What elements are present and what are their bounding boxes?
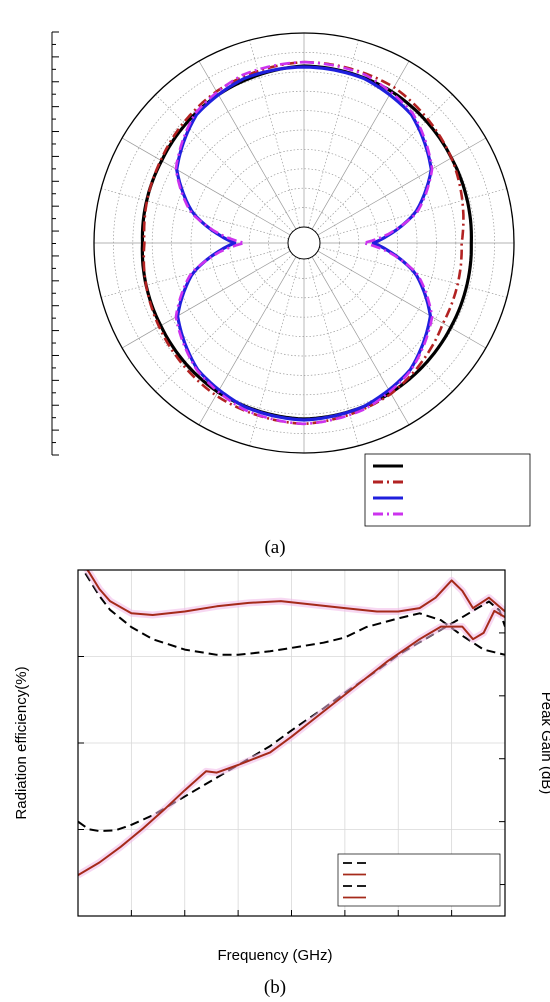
polar-spoke — [198, 60, 297, 230]
polar-series-line-3 — [174, 60, 434, 426]
series-line-1 — [86, 570, 505, 616]
polar-spoke — [317, 250, 487, 349]
polar-spoke — [101, 246, 289, 298]
polar-legend — [364, 453, 531, 527]
line-chart — [77, 569, 506, 917]
polar-spoke — [315, 254, 453, 392]
polar-series-line-0 — [140, 64, 473, 421]
panel-label-a: (a) — [264, 537, 285, 558]
polar-spoke — [121, 137, 291, 236]
polar-spoke — [317, 137, 487, 236]
polar-spoke — [121, 250, 291, 349]
y-axis-title-left: Radiation efficiency(%) — [13, 666, 30, 819]
polar-spoke — [307, 40, 359, 228]
polar-spoke — [101, 188, 289, 240]
radial-scale-bar — [51, 31, 59, 456]
x-axis-title: Frequency (GHz) — [217, 947, 332, 964]
polar-inner-ring — [287, 226, 321, 260]
y-axis-title-right: Peak Gain (dB) — [538, 692, 550, 795]
series-line-3 — [78, 609, 505, 876]
polar-spoke — [319, 188, 507, 240]
polar-series-line-1 — [142, 60, 465, 426]
series-line-2 — [78, 600, 505, 833]
polar-spoke — [155, 254, 293, 392]
panel-label-b: (b) — [264, 977, 286, 998]
polar-outer-ring — [93, 32, 515, 454]
polar-spoke — [311, 60, 410, 230]
polar-grid — [93, 32, 515, 454]
polar-spoke — [198, 256, 297, 426]
polar-spoke — [315, 94, 453, 232]
line-series-group — [78, 570, 505, 879]
polar-spoke — [311, 256, 410, 426]
polar-chart — [51, 31, 531, 527]
series-line-0 — [82, 570, 505, 656]
line-axes — [77, 569, 506, 917]
polar-spoke — [319, 246, 507, 298]
line-legend — [337, 853, 501, 907]
polar-series-group — [140, 60, 473, 426]
polar-spoke — [155, 94, 293, 232]
